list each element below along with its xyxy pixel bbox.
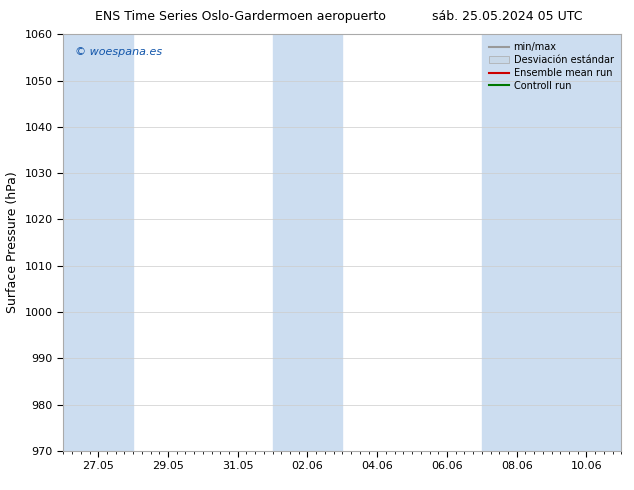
Bar <box>63 34 81 451</box>
Bar <box>482 34 621 451</box>
Bar <box>81 34 133 451</box>
Legend: min/max, Desviación estándar, Ensemble mean run, Controll run: min/max, Desviación estándar, Ensemble m… <box>486 39 616 94</box>
Bar <box>273 34 342 451</box>
Text: sáb. 25.05.2024 05 UTC: sáb. 25.05.2024 05 UTC <box>432 10 583 23</box>
Text: ENS Time Series Oslo-Gardermoen aeropuerto: ENS Time Series Oslo-Gardermoen aeropuer… <box>96 10 386 23</box>
Y-axis label: Surface Pressure (hPa): Surface Pressure (hPa) <box>6 172 19 314</box>
Text: © woespana.es: © woespana.es <box>75 47 162 57</box>
